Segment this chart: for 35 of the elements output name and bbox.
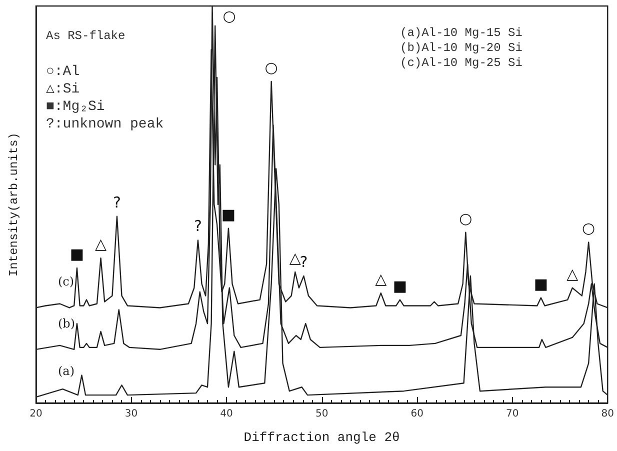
annotation: As RS-flake — [46, 29, 126, 43]
annotation: ■ — [392, 276, 408, 295]
annotation: △ — [95, 235, 108, 254]
x-axis-title: Diffraction angle 2θ — [244, 430, 400, 445]
series-label: (b) — [58, 316, 76, 330]
annotation: ○ — [582, 219, 596, 238]
annotation: ○ — [264, 58, 278, 76]
annotation: △:Si — [46, 82, 80, 98]
x-tick-label: 20 — [30, 408, 42, 420]
annotation: △ — [375, 270, 388, 288]
annotation: ■ — [534, 274, 548, 293]
series-label: (a) — [58, 364, 75, 378]
annotation: (a)Al-10 Mg-15 Si — [400, 26, 522, 40]
annotation: ○:Al — [46, 64, 80, 80]
x-tick-label: 50 — [315, 408, 328, 420]
annotation: (b)Al-10 Mg-20 Si — [400, 41, 522, 55]
x-tick-label: 40 — [220, 408, 233, 420]
x-tick-label: 30 — [124, 408, 138, 420]
annotation: ■ — [221, 205, 236, 224]
y-axis-title: Intensity(arb.units) — [7, 132, 21, 277]
annotation: △ — [566, 264, 579, 283]
annotation: ? — [300, 252, 308, 271]
annotation: (c)Al-10 Mg-25 Si — [400, 56, 522, 70]
annotation: ?:unknown peak — [46, 116, 164, 132]
annotation: ? — [113, 193, 121, 212]
annotation: ■:Mg₂Si — [46, 99, 105, 115]
x-tick-label: 80 — [601, 408, 614, 420]
x-tick-label: 60 — [410, 408, 424, 420]
annotation: ○ — [222, 7, 236, 25]
x-tick-label: 70 — [506, 408, 519, 420]
series-label: (c) — [58, 274, 74, 289]
annotation: △ — [289, 248, 302, 267]
annotation: ○ — [459, 209, 472, 228]
annotation: ■ — [70, 245, 84, 264]
annotation: ? — [194, 217, 202, 236]
